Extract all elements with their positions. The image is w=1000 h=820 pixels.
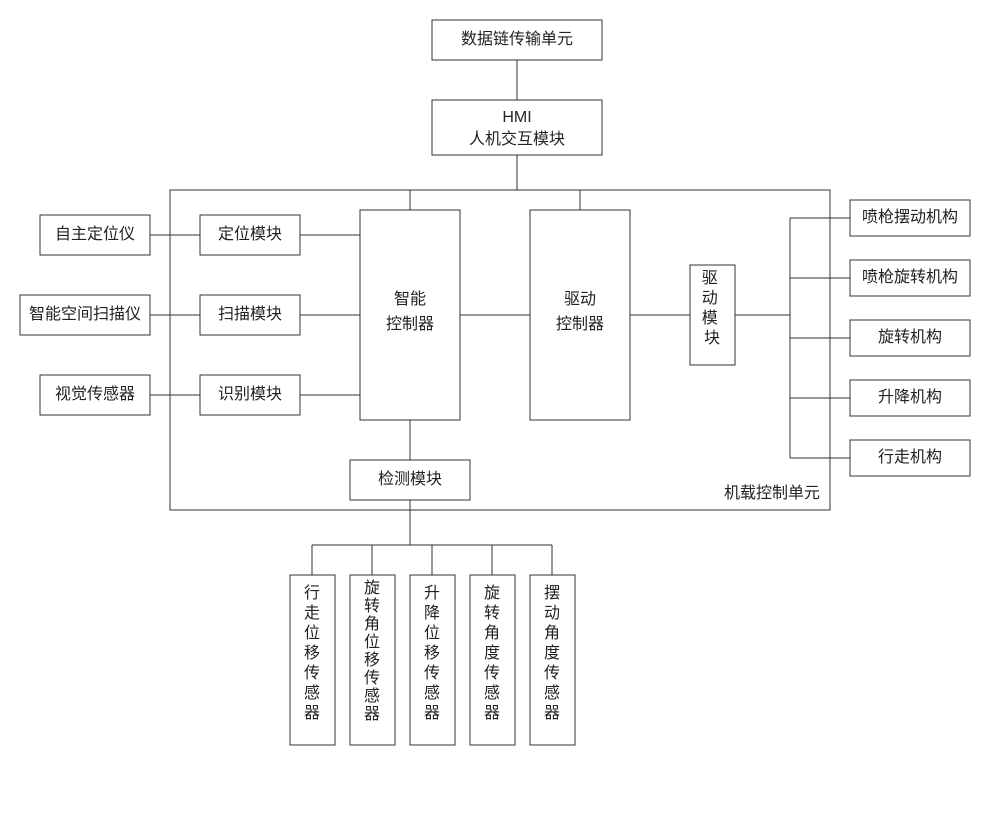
label-right4: 升降机构 [878, 388, 942, 406]
label-right3: 旋转机构 [878, 328, 942, 346]
edge-detect-bus [312, 500, 552, 575]
label-sensor5: 摆动角度传感器 [544, 584, 560, 722]
label-right2: 喷枪旋转机构 [862, 268, 958, 286]
label-right5: 行走机构 [878, 448, 942, 466]
node-ctrl2 [530, 210, 630, 420]
label-right1: 喷枪摆动机构 [862, 208, 958, 226]
node-ctrl1 [360, 210, 460, 420]
label-ctrl2-2: 控制器 [556, 315, 604, 333]
label-left3: 视觉传感器 [55, 385, 135, 403]
label-hmi-2: 人机交互模块 [469, 130, 565, 148]
label-detect: 检测模块 [378, 470, 442, 488]
label-sensor3: 升降位移传感器 [424, 584, 440, 722]
label-hmi-1: HMI [502, 109, 531, 126]
label-left2: 智能空间扫描仪 [29, 305, 141, 323]
label-datalink: 数据链传输单元 [461, 30, 573, 48]
label-mod3: 识别模块 [218, 385, 282, 403]
label-mod1: 定位模块 [218, 225, 282, 243]
label-container: 机载控制单元 [724, 484, 820, 502]
label-ctrl1-2: 控制器 [386, 315, 434, 333]
label-mod2: 扫描模块 [218, 305, 282, 323]
label-ctrl1-1: 智能 [394, 290, 426, 308]
label-sensor1: 行走位移传感器 [304, 584, 320, 722]
label-left1: 自主定位仪 [55, 225, 135, 243]
label-sensor4: 旋转角度传感器 [484, 584, 500, 722]
label-ctrl2-1: 驱动 [564, 290, 596, 308]
